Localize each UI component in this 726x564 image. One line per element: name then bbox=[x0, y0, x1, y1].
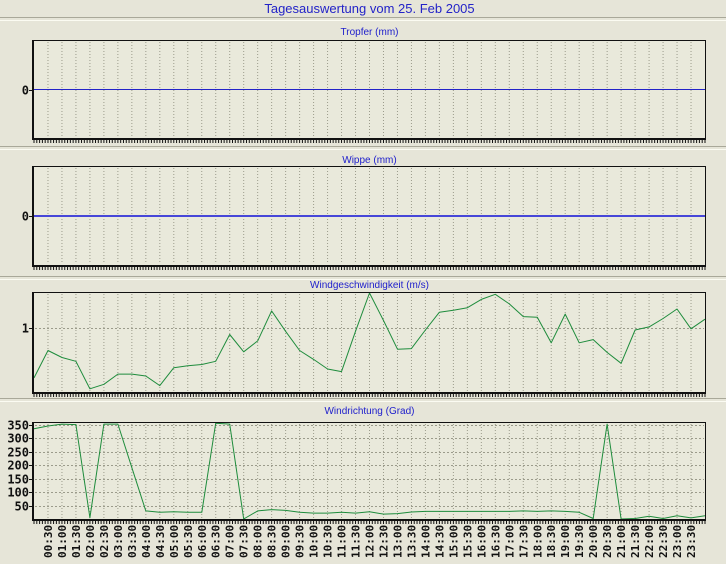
x-tick-label: 14:30 bbox=[433, 525, 446, 558]
y-tick-label: 350 bbox=[7, 419, 29, 433]
x-tick-label: 20:30 bbox=[601, 525, 614, 558]
plot-border bbox=[32, 292, 706, 394]
x-tick-label: 22:00 bbox=[643, 525, 656, 558]
x-axis-labels: 00:30 01:00 01:30 02:00 02:30 03:00 03:30 04:00… bbox=[42, 525, 698, 558]
windrichtung-line bbox=[33, 422, 706, 520]
plot-border bbox=[32, 40, 706, 140]
x-tick-label: 21:30 bbox=[629, 525, 642, 558]
x-tick-label: 18:30 bbox=[545, 525, 558, 558]
y-tick-label: 50 bbox=[15, 500, 29, 514]
x-minor-ticks bbox=[33, 521, 706, 524]
x-tick-label: 01:30 bbox=[70, 525, 83, 558]
panel-title-tropfer: Tropfer (mm) bbox=[340, 27, 399, 38]
x-tick-label: 17:30 bbox=[517, 525, 530, 558]
y-tick-label: 200 bbox=[7, 459, 29, 473]
panel-title-windgeschwindigkeit: Windgeschwindigkeit (m/s) bbox=[310, 280, 429, 291]
x-tick-label: 20:00 bbox=[587, 525, 600, 558]
x-tick-label: 02:00 bbox=[84, 525, 97, 558]
separator-after-tropfer bbox=[0, 146, 726, 150]
x-minor-ticks bbox=[33, 394, 706, 397]
y-tick-label: 0 bbox=[22, 210, 29, 224]
x-tick-label: 13:30 bbox=[405, 525, 418, 558]
x-minor-ticks bbox=[33, 267, 706, 270]
x-tick-label: 15:30 bbox=[461, 525, 474, 558]
x-tick-label: 05:00 bbox=[168, 525, 181, 558]
windgeschwindigkeit-plot: 1 bbox=[22, 292, 706, 397]
y-tick-label: 0 bbox=[22, 84, 29, 98]
x-tick-label: 02:30 bbox=[98, 525, 111, 558]
x-tick-label: 07:30 bbox=[238, 525, 251, 558]
x-tick-label: 03:00 bbox=[112, 525, 125, 558]
tropfer-plot: 0 bbox=[22, 40, 706, 143]
x-tick-label: 14:00 bbox=[419, 525, 432, 558]
x-tick-label: 07:00 bbox=[224, 525, 237, 558]
panel-title-windrichtung: Windrichtung (Grad) bbox=[324, 406, 415, 417]
x-tick-label: 12:00 bbox=[364, 525, 377, 558]
x-tick-label: 19:00 bbox=[559, 525, 572, 558]
vertical-gridlines bbox=[47, 42, 692, 137]
x-tick-label: 08:30 bbox=[266, 525, 279, 558]
x-tick-label: 08:00 bbox=[252, 525, 265, 558]
x-tick-label: 06:00 bbox=[196, 525, 209, 558]
x-tick-label: 21:00 bbox=[615, 525, 628, 558]
x-tick-label: 10:00 bbox=[308, 525, 321, 558]
panel-title-wippe: Wippe (mm) bbox=[342, 155, 397, 166]
x-tick-label: 23:30 bbox=[685, 525, 698, 558]
x-tick-label: 12:30 bbox=[378, 525, 391, 558]
y-tick-label: 250 bbox=[7, 446, 29, 460]
separator-after-windspeed bbox=[0, 398, 726, 402]
x-tick-label: 05:30 bbox=[182, 525, 195, 558]
x-tick-label: 16:30 bbox=[489, 525, 502, 558]
x-tick-label: 18:00 bbox=[531, 525, 544, 558]
page-title: Tagesauswertung vom 25. Feb 2005 bbox=[264, 1, 475, 16]
x-tick-label: 01:00 bbox=[56, 525, 69, 558]
panel-windrichtung: Windrichtung (Grad) 50 100 150 200 250 300 350… bbox=[0, 400, 726, 564]
x-tick-label: 03:30 bbox=[126, 525, 139, 558]
vertical-gridlines bbox=[47, 424, 692, 518]
y-tick-label: 150 bbox=[7, 473, 29, 487]
x-tick-label: 11:00 bbox=[336, 525, 349, 558]
x-tick-label: 00:30 bbox=[42, 525, 55, 558]
panel-tropfer: Tropfer (mm) 0 bbox=[0, 19, 726, 146]
x-tick-label: 09:30 bbox=[294, 525, 307, 558]
y-tick-label: 300 bbox=[7, 432, 29, 446]
x-minor-ticks bbox=[33, 140, 706, 143]
wippe-plot: 0 bbox=[22, 166, 706, 270]
x-tick-label: 04:00 bbox=[140, 525, 153, 558]
plot-border bbox=[32, 422, 706, 521]
y-tick-label: 1 bbox=[22, 322, 29, 336]
x-tick-label: 13:00 bbox=[392, 525, 405, 558]
panel-windgeschwindigkeit: Windgeschwindigkeit (m/s) 1 bbox=[0, 278, 726, 398]
x-tick-label: 23:00 bbox=[671, 525, 684, 558]
separator-under-title bbox=[0, 17, 726, 21]
x-tick-label: 11:30 bbox=[350, 525, 363, 558]
x-tick-label: 17:00 bbox=[503, 525, 516, 558]
x-tick-label: 19:30 bbox=[573, 525, 586, 558]
x-tick-label: 22:30 bbox=[657, 525, 670, 558]
separator-after-wippe bbox=[0, 276, 726, 280]
x-tick-label: 10:30 bbox=[322, 525, 335, 558]
panel-wippe: Wippe (mm) 0 bbox=[0, 148, 726, 276]
x-tick-label: 15:00 bbox=[447, 525, 460, 558]
x-tick-label: 06:30 bbox=[210, 525, 223, 558]
plot-area bbox=[34, 423, 705, 519]
vertical-gridlines bbox=[47, 294, 692, 391]
x-tick-label: 09:00 bbox=[280, 525, 293, 558]
x-tick-label: 16:00 bbox=[475, 525, 488, 558]
plot-border bbox=[32, 166, 706, 267]
y-tick-label: 100 bbox=[7, 486, 29, 500]
x-tick-label: 04:30 bbox=[154, 525, 167, 558]
